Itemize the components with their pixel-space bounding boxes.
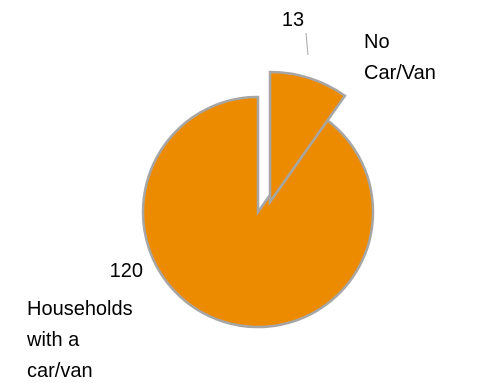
data-label-value-no-car-van: 13: [282, 9, 304, 31]
label-line: Car/Van: [364, 62, 436, 84]
label-line: No: [364, 31, 390, 53]
pie-slice-households-with-car: [141, 95, 375, 329]
label-line: car/van: [27, 360, 93, 382]
data-label-category-households-with-car: Households with a car/van: [26, 298, 138, 382]
leader-line-no-car-van: [305, 32, 309, 56]
data-label-value-households-with-car: 120: [110, 260, 143, 282]
label-line: Households: [27, 298, 133, 320]
data-label-category-no-car-van: No Car/Van: [364, 31, 436, 84]
pie-slice-no-car-van: [268, 70, 347, 206]
label-line: with a: [26, 329, 80, 351]
